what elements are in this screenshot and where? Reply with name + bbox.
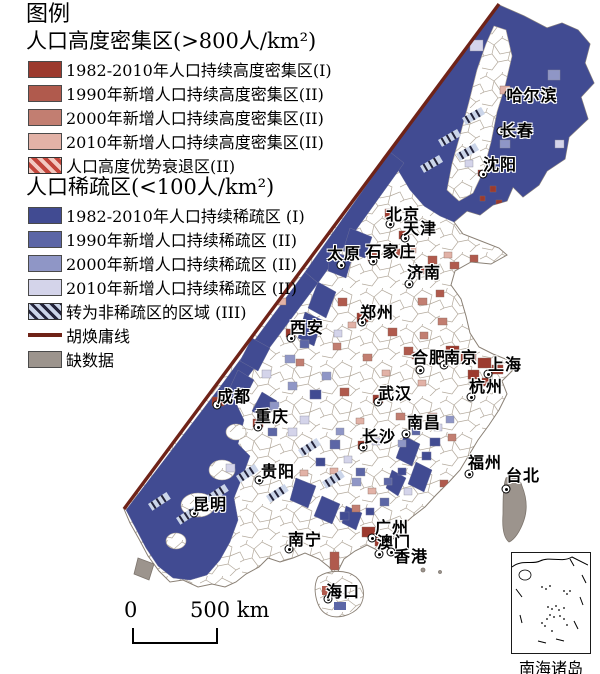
legend-swatch-hu-line [28, 333, 62, 337]
legend-item-dense-3: 2000年新增人口持续高度密集区(II) [28, 108, 332, 128]
legend-swatch-sparse-3 [28, 254, 62, 272]
south-china-sea-inset [511, 552, 591, 654]
legend-item-sparse-3: 2000年新增人口持续稀疏区 (II) [28, 254, 332, 274]
legend-label: 1990年新增人口持续稀疏区 (II) [66, 231, 297, 250]
legend-item-sparse-1: 1982-2010年人口持续稀疏区 (I) [28, 206, 332, 226]
legend-label: 2000年新增人口持续高度密集区(II) [66, 109, 324, 128]
legend-label: 1982-2010年人口持续高度密集区(I) [66, 61, 332, 80]
legend-item-dense-2: 1990年新增人口持续高度密集区(II) [28, 84, 332, 104]
legend: 图例 人口高度密集区(>800人/km²) 1982-2010年人口持续高度密集… [26, 2, 332, 370]
legend-item-sparse-4: 2010年新增人口持续稀疏区 (II) [28, 278, 332, 298]
legend-swatch-dense-1 [28, 60, 62, 78]
legend-swatch-nodata [28, 350, 62, 368]
scalebar-zero: 0 [124, 598, 138, 622]
inset-island-dots [541, 585, 571, 632]
legend-dense-header: 人口高度密集区(>800人/km²) [26, 29, 317, 53]
scalebar-label: 500 km [190, 598, 270, 622]
legend-item-dense-4: 2010年新增人口持续高度密集区(II) [28, 132, 332, 152]
transition-hatch-areas [148, 107, 486, 525]
legend-item-dense-hatch: 人口高度优势衰退区(II) [28, 156, 332, 176]
legend-swatch-dense-4 [28, 132, 62, 150]
legend-label: 1982-2010年人口持续稀疏区 (I) [66, 207, 305, 226]
legend-title: 图例 [26, 2, 71, 27]
legend-label: 胡焕庸线 [66, 327, 131, 346]
legend-item-dense-1: 1982-2010年人口持续高度密集区(I) [28, 60, 332, 80]
legend-label: 2000年新增人口持续稀疏区 (II) [66, 255, 297, 274]
legend-swatch-dense-hatch [28, 156, 62, 174]
legend-swatch-sparse-hatch [28, 302, 62, 320]
legend-swatch-dense-3 [28, 108, 62, 126]
legend-label: 1990年新增人口持续高度密集区(II) [66, 85, 324, 104]
legend-item-hu-line: 胡焕庸线 [28, 326, 332, 346]
legend-swatch-dense-2 [28, 84, 62, 102]
legend-swatch-sparse-2 [28, 230, 62, 248]
legend-label: 缺数据 [66, 351, 115, 370]
hainan-island [314, 570, 364, 618]
legend-swatch-sparse-4 [28, 278, 62, 296]
inset-islands-map [511, 556, 589, 644]
legend-item-nodata: 缺数据 [28, 350, 332, 370]
legend-item-sparse-hatch: 转为非稀疏区的区域 (III) [28, 302, 332, 322]
sparse-scattered-cells [225, 39, 565, 507]
scalebar-bracket [132, 628, 218, 644]
taiwan-island [502, 476, 527, 543]
legend-sparse-header: 人口稀疏区(<100人/km²) [26, 175, 275, 199]
legend-label: 人口高度优势衰退区(II) [66, 157, 236, 176]
legend-label: 转为非稀疏区的区域 (III) [66, 303, 247, 322]
legend-label: 2010年新增人口持续稀疏区 (II) [66, 279, 297, 298]
hu-huanyong-line [122, 2, 501, 511]
legend-item-sparse-2: 1990年新增人口持续稀疏区 (II) [28, 230, 332, 250]
legend-label: 2010年新增人口持续高度密集区(II) [66, 133, 324, 152]
inset-label: 南海诸岛 [518, 659, 583, 674]
legend-swatch-sparse-1 [28, 206, 62, 224]
